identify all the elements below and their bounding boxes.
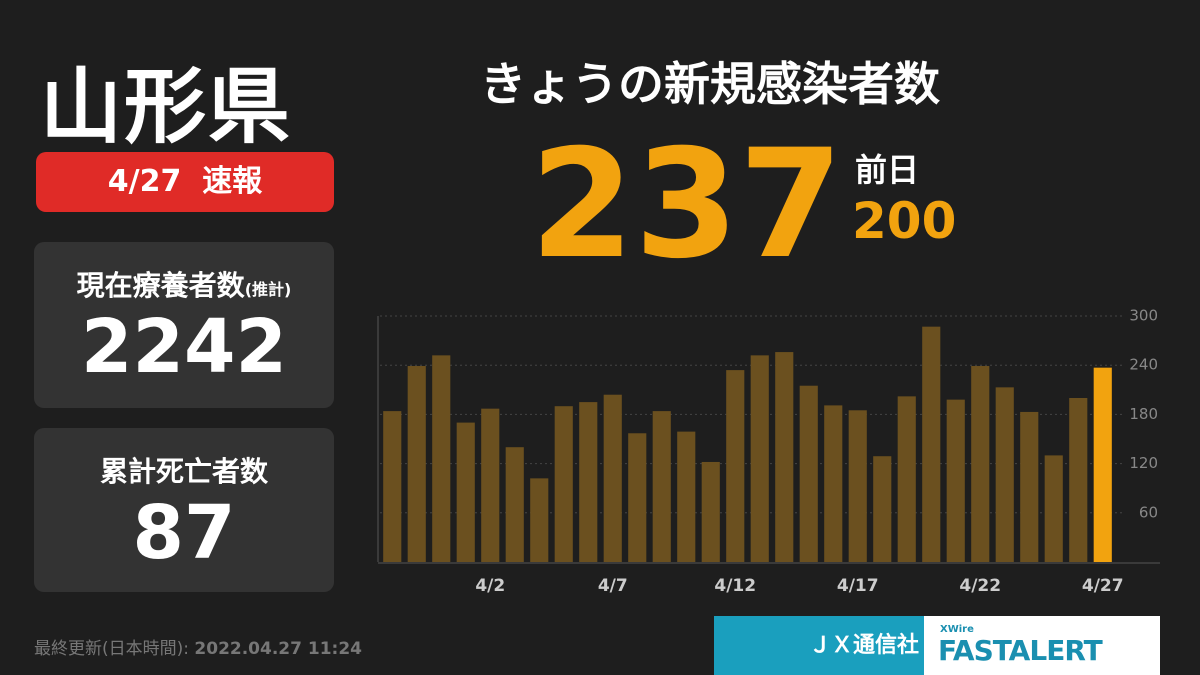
bar: [481, 408, 500, 562]
bar: [922, 326, 941, 562]
bar: [383, 411, 402, 562]
brand-fastalert: XWire FASTALERT: [924, 616, 1160, 675]
panel-value: 87: [132, 490, 236, 576]
brand2: FASTALERT: [938, 634, 1103, 667]
bar: [824, 405, 843, 562]
headline-title: きょうの新規感染者数: [480, 57, 940, 111]
bar: [530, 478, 549, 562]
bar: [1020, 411, 1039, 562]
brand2-small: XWire: [940, 624, 974, 635]
bar: [505, 447, 524, 562]
chart: 60 120 180 240 300 4/2 4/7 4/12 4/17 4/22 4/27: [377, 307, 1160, 596]
bar: [603, 394, 622, 562]
panel: 現在療養者数(推計) 2242: [34, 242, 334, 408]
bar: [579, 402, 598, 562]
panel-label: 現在療養者数: [76, 269, 245, 302]
y-tick-label: 240: [1129, 356, 1158, 374]
updated-label: 最終更新(日本時間):: [34, 639, 189, 659]
x-tick-label: 4/2: [475, 576, 505, 596]
x-tick-label: 4/12: [714, 576, 756, 596]
panel-value: 2242: [81, 304, 287, 390]
bar: [1044, 455, 1063, 562]
prev-value: 200: [852, 192, 957, 250]
y-tick-label: 60: [1139, 503, 1158, 521]
prefecture: 山形県: [40, 60, 293, 155]
bar: [701, 461, 720, 562]
y-tick-label: 300: [1129, 307, 1158, 325]
bar: [652, 411, 671, 562]
bar: [677, 431, 696, 562]
brand1: ＪＸ通信社: [809, 633, 920, 658]
bar: [750, 355, 769, 562]
x-tick-label: 4/7: [598, 576, 628, 596]
brand-jx: ＪＸ通信社: [714, 616, 924, 675]
bar: [407, 366, 426, 562]
bar: [946, 399, 965, 562]
headline-value: 237: [530, 118, 844, 292]
badge-label: 速報: [202, 164, 263, 199]
bar: [628, 433, 647, 562]
bar: [1093, 367, 1112, 562]
bar: [554, 406, 573, 562]
panel: 累計死亡者数 87: [34, 428, 334, 592]
bar: [432, 355, 451, 562]
x-tick-label: 4/17: [837, 576, 879, 596]
badge: 4/27 速報: [36, 152, 334, 212]
bar: [995, 387, 1014, 562]
bar: [873, 456, 892, 562]
bar: [799, 385, 818, 562]
panel-label: 累計死亡者数: [99, 455, 268, 488]
updated: 最終更新(日本時間): 2022.04.27 11:24: [34, 634, 362, 659]
y-tick-label: 120: [1129, 454, 1158, 472]
badge-date: 4/27: [107, 164, 182, 199]
bar: [456, 422, 475, 562]
updated-time: 2022.04.27 11:24: [194, 639, 362, 659]
panel-note: (推計): [244, 280, 292, 299]
prev-label: 前日: [855, 151, 920, 189]
bar: [1069, 398, 1088, 562]
x-tick-label: 4/22: [959, 576, 1001, 596]
bar: [897, 396, 916, 562]
bar: [726, 370, 745, 562]
bar: [775, 352, 794, 562]
bar: [848, 410, 867, 562]
x-tick-label: 4/27: [1082, 576, 1124, 596]
y-tick-label: 180: [1129, 405, 1158, 423]
bar: [971, 366, 990, 562]
